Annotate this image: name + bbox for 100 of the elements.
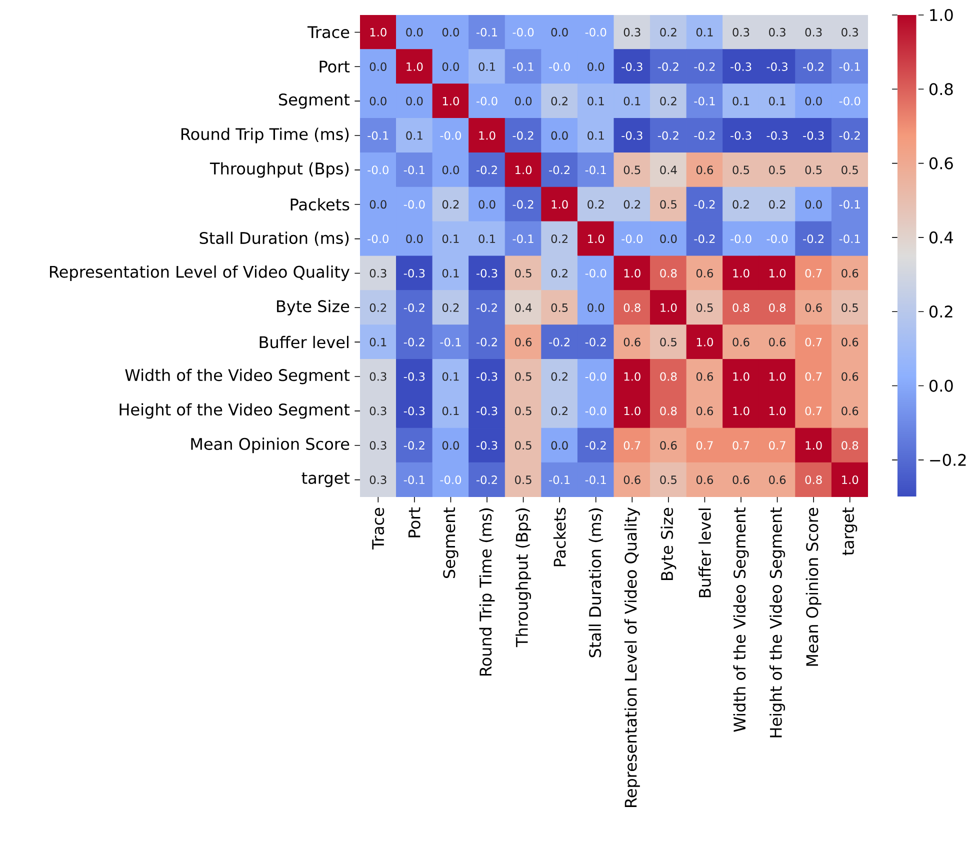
- data-label: -0.0: [622, 234, 642, 244]
- data-label: -0.0: [730, 234, 752, 244]
- data-label: 1.0: [842, 476, 858, 484]
- data-label: -0.2: [694, 234, 715, 244]
- data-label: -0.0: [585, 372, 606, 381]
- color-bar-label: 0.4: [929, 231, 953, 244]
- data-label: 0.2: [551, 372, 568, 381]
- data-label: 0.0: [551, 441, 568, 450]
- y-tick-label: Trace: [307, 26, 350, 38]
- data-label: -0.1: [404, 166, 424, 174]
- y-tick-label: Height of the Video Segment: [120, 403, 350, 419]
- data-label: -0.0: [404, 200, 425, 209]
- data-label: 0.6: [696, 476, 714, 484]
- data-label: 0.7: [805, 268, 822, 278]
- x-tick-label: Round Trip Time (ms): [479, 508, 495, 676]
- data-label: 0.3: [370, 372, 386, 381]
- data-label: -0.1: [404, 476, 424, 484]
- data-label: 0.0: [805, 96, 822, 106]
- x-tick-label: Port: [408, 507, 420, 538]
- data-label: 1.0: [660, 303, 677, 312]
- data-label: 0.6: [842, 268, 858, 278]
- y-tick-label: Stall Duration (ms): [200, 232, 349, 246]
- x-tick-label: Mean Opinion Score: [806, 508, 822, 666]
- x-tick-label: Throughput (Bps): [516, 508, 532, 648]
- data-label: -0.0: [368, 234, 388, 244]
- data-label: 0.0: [660, 234, 677, 244]
- x-tick-label: Representation Level of Video Quality: [624, 508, 640, 808]
- data-label: 0.8: [660, 406, 677, 416]
- color-bar-label: 0.0: [929, 380, 953, 392]
- data-label: -0.3: [730, 62, 752, 71]
- data-label: 0.5: [842, 303, 858, 312]
- data-label: 0.0: [442, 441, 459, 450]
- data-label: -0.0: [585, 406, 606, 416]
- data-label: 1.0: [733, 268, 750, 278]
- data-label: 0.8: [732, 303, 750, 312]
- data-label: 0.6: [624, 476, 640, 484]
- data-label: 0.6: [696, 372, 714, 381]
- data-label: -0.3: [404, 372, 425, 381]
- data-label: 0.5: [551, 303, 568, 312]
- data-label: 0.0: [442, 166, 459, 174]
- y-tick-label: Byte Size: [277, 300, 350, 316]
- data-label: 0.7: [805, 406, 822, 416]
- data-label: 0.3: [370, 476, 386, 484]
- data-label: -0.3: [404, 406, 425, 416]
- data-label: -0.0: [585, 28, 606, 37]
- data-label: 0.6: [515, 338, 532, 346]
- data-label: -0.1: [585, 476, 606, 484]
- data-label: 0.8: [624, 303, 640, 312]
- data-label: 0.1: [442, 268, 459, 278]
- data-label: -0.0: [476, 96, 498, 106]
- data-label: 0.5: [515, 406, 532, 416]
- data-label: -0.3: [476, 441, 498, 450]
- x-tick-label: Stall Duration (ms): [588, 508, 603, 658]
- data-label: -0.3: [622, 131, 642, 140]
- data-label: 0.2: [551, 268, 568, 278]
- data-label: 0.3: [805, 28, 822, 37]
- data-label: 1.0: [624, 268, 640, 278]
- data-label: 0.8: [660, 268, 677, 278]
- data-label: -0.2: [476, 166, 497, 174]
- data-label: 0.0: [515, 96, 532, 106]
- x-tick-label: Byte Size: [660, 508, 676, 580]
- data-label: 0.0: [406, 28, 423, 37]
- data-label: -0.1: [440, 338, 461, 346]
- data-label: 0.2: [588, 200, 604, 209]
- data-label: -0.1: [549, 476, 570, 484]
- data-label: -0.2: [694, 62, 715, 71]
- data-label: -0.2: [585, 338, 606, 346]
- data-label: -0.3: [766, 62, 788, 71]
- data-label: -0.1: [368, 131, 388, 140]
- data-label: -0.0: [585, 268, 606, 278]
- data-label: 0.2: [370, 303, 386, 312]
- y-tick-label: Round Trip Time (ms): [181, 128, 349, 144]
- data-label: -0.0: [440, 476, 462, 484]
- data-label: -0.2: [658, 62, 678, 71]
- data-label: 0.8: [660, 372, 677, 381]
- data-label: 0.0: [478, 200, 496, 209]
- x-tick-label: Packets: [553, 508, 566, 566]
- x-tick-label: Trace: [372, 508, 384, 550]
- color-bar-label: 0.2: [929, 306, 952, 318]
- data-label: 0.5: [515, 268, 532, 278]
- data-label: 0.0: [588, 62, 604, 71]
- data-label: 0.1: [478, 62, 495, 71]
- y-tick-label: Width of the Video Segment: [125, 368, 350, 384]
- data-label: 0.6: [732, 476, 750, 484]
- data-label: 0.1: [442, 372, 459, 381]
- data-label: -0.1: [839, 234, 860, 244]
- data-label: 1.0: [624, 372, 640, 381]
- data-label: 0.3: [370, 268, 386, 278]
- data-label: -0.1: [476, 28, 498, 37]
- data-label: 0.1: [769, 96, 786, 106]
- data-label: 0.0: [588, 303, 604, 312]
- data-label: 0.2: [769, 200, 786, 209]
- data-label: 0.2: [442, 303, 459, 312]
- data-label: 0.0: [551, 28, 568, 37]
- data-label: 0.1: [442, 234, 459, 244]
- data-label: 0.1: [370, 338, 386, 346]
- data-label: 0.2: [732, 200, 749, 209]
- data-label: -0.2: [512, 200, 534, 209]
- data-label: -0.0: [512, 28, 534, 37]
- data-label: 0.0: [370, 200, 386, 209]
